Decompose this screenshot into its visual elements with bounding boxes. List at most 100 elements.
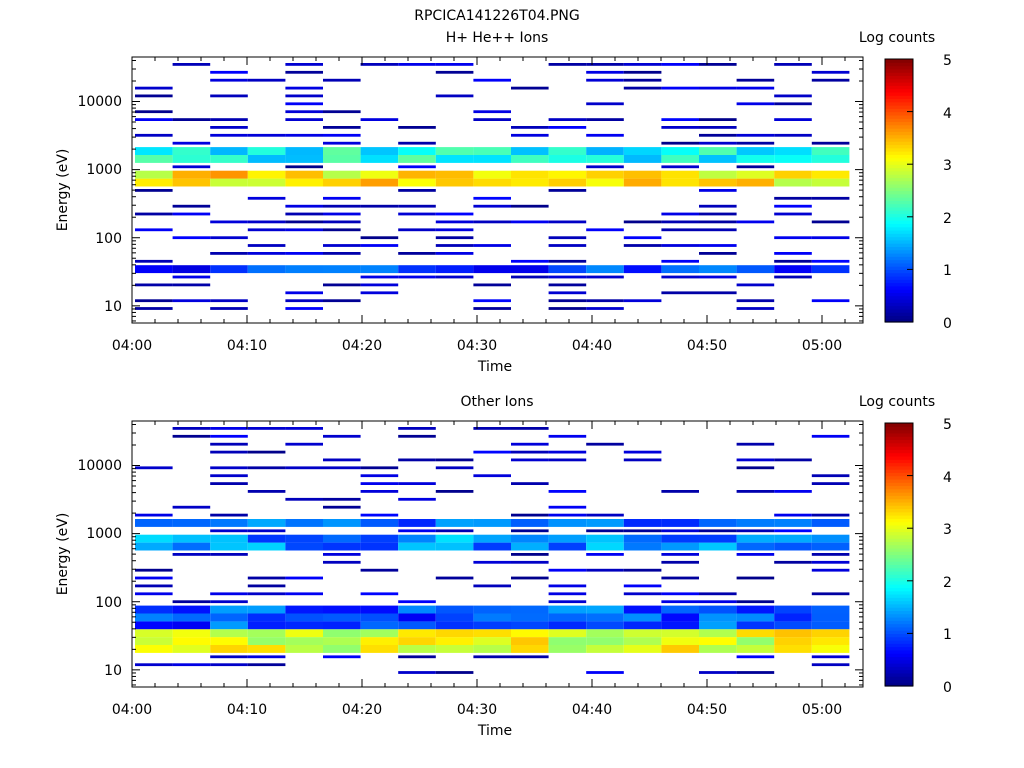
heatmap-cell — [699, 147, 737, 155]
colorbar-segment — [885, 124, 913, 129]
heatmap-cell — [247, 178, 286, 187]
panel1-ytick-100: 100 — [95, 231, 122, 247]
heatmap-cell — [360, 178, 399, 187]
heatmap-cell — [398, 141, 436, 145]
heatmap-cell — [285, 442, 323, 446]
heatmap-cell — [398, 542, 436, 551]
panel1-xtick-0440: 04:40 — [572, 338, 612, 354]
colorbar-segment — [885, 649, 913, 654]
heatmap-cell — [623, 170, 662, 179]
heatmap-cell — [172, 275, 211, 279]
heatmap-cell — [323, 497, 361, 501]
heatmap-cell — [699, 645, 737, 653]
colorbar-segment — [885, 190, 913, 195]
heatmap-cell — [586, 102, 624, 106]
heatmap-cell — [210, 529, 248, 533]
heatmap-cell — [135, 466, 173, 470]
heatmap-cell — [774, 252, 812, 255]
colorbar-frame — [884, 58, 914, 323]
heatmap-cell — [548, 505, 587, 509]
heatmap-cell — [548, 434, 587, 438]
heatmap-cell — [135, 147, 173, 155]
heatmap-cell — [360, 519, 399, 527]
heatmap-cell — [623, 63, 662, 66]
colorbar-segment — [885, 289, 913, 294]
heatmap-cell — [473, 621, 511, 630]
panel-h-he-ions: H+ He++ Ions 10 100 1000 10000 04:00 04:… — [55, 30, 952, 375]
panel2-xtick-0410: 04:10 — [227, 702, 267, 718]
heatmap-cell — [360, 466, 399, 470]
heatmap-cell — [623, 244, 662, 247]
heatmap-cell — [661, 576, 699, 580]
heatmap-cell — [323, 78, 361, 82]
panel1-colorbar-label: Log counts — [859, 30, 935, 46]
heatmap-cell — [811, 299, 850, 303]
colorbar-segment — [885, 531, 913, 536]
heatmap-cell — [548, 490, 587, 493]
heatmap-cell — [473, 655, 511, 659]
heatmap-cell — [360, 568, 399, 572]
heatmap-cell — [736, 458, 775, 462]
heatmap-cell — [435, 147, 474, 155]
heatmap-cell — [736, 86, 775, 90]
colorbar-segment — [885, 584, 913, 588]
heatmap-cell — [172, 165, 211, 169]
panel2-cb-tick-0: 0 — [943, 680, 952, 696]
heatmap-cell — [699, 244, 737, 247]
heatmap-cell — [661, 534, 699, 543]
heatmap-cell — [586, 265, 624, 274]
heatmap-cell — [511, 458, 549, 462]
colorbar-segment — [885, 59, 913, 63]
heatmap-cell — [210, 613, 248, 622]
panel1-ytick-1000: 1000 — [86, 162, 122, 178]
heatmap-cell — [172, 605, 211, 614]
heatmap-cell — [586, 147, 624, 155]
colorbar-segment — [885, 485, 913, 490]
heatmap-cell — [661, 592, 699, 596]
heatmap-cell — [699, 605, 737, 614]
heatmap-cell — [736, 621, 775, 630]
heatmap-cell — [511, 275, 549, 279]
heatmap-cell — [774, 560, 812, 564]
heatmap-cell — [172, 299, 211, 303]
colorbar-segment — [885, 131, 913, 136]
heatmap-cell — [623, 70, 662, 74]
panel2-xtick-0450: 04:50 — [687, 702, 727, 718]
panel2-xtick-0420: 04:20 — [342, 702, 382, 718]
heatmap-cell — [774, 178, 812, 187]
heatmap-cell — [548, 291, 587, 295]
colorbar-segment — [885, 95, 913, 100]
colorbar-segment — [885, 620, 913, 625]
heatmap-cell — [172, 63, 211, 66]
heatmap-cell — [172, 621, 211, 630]
heatmap-cell — [323, 196, 361, 200]
heatmap-cell — [548, 629, 587, 638]
heatmap-cell — [548, 534, 587, 543]
heatmap-cell — [511, 613, 549, 622]
heatmap-cell — [661, 228, 699, 232]
heatmap-cell — [661, 259, 699, 263]
colorbar-segment — [885, 266, 913, 270]
heatmap-cell — [548, 600, 587, 604]
colorbar-segment — [885, 639, 913, 644]
heatmap-cell — [247, 133, 286, 137]
colorbar-segment — [885, 495, 913, 500]
colorbar-segment — [885, 607, 913, 611]
heatmap-cell — [774, 265, 812, 274]
heatmap-cell — [623, 450, 662, 454]
heatmap-cell — [247, 244, 286, 247]
panel2-ytick-1000: 1000 — [86, 526, 122, 542]
heatmap-cell — [285, 519, 323, 527]
colorbar-segment — [885, 213, 913, 218]
heatmap-cell — [247, 655, 286, 659]
heatmap-cell — [774, 63, 812, 66]
heatmap-cell — [548, 513, 587, 517]
heatmap-cell — [285, 291, 323, 295]
colorbar-segment — [885, 547, 913, 552]
heatmap-cell — [435, 490, 474, 493]
colorbar-segment — [885, 541, 913, 546]
heatmap-cell — [586, 170, 624, 179]
heatmap-cell — [623, 86, 662, 90]
heatmap-cell — [586, 519, 624, 527]
heatmap-cell — [360, 542, 399, 551]
